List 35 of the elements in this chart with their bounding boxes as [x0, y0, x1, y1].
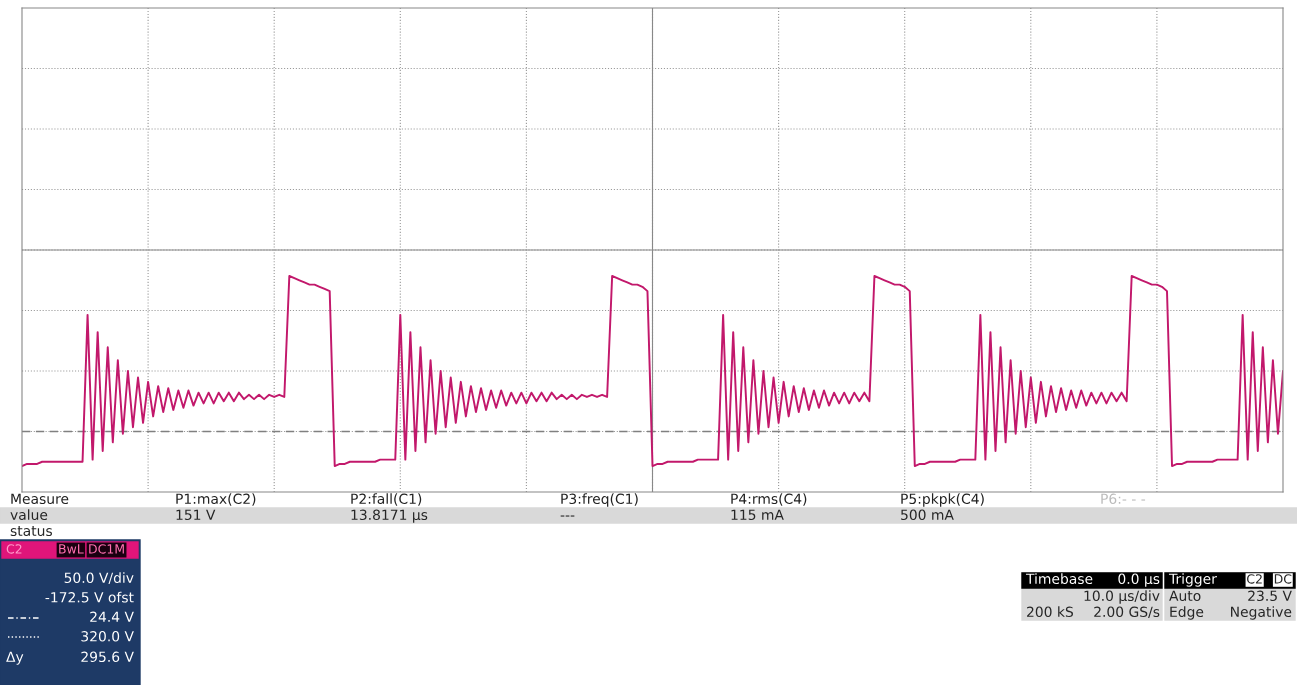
text: C2 [6, 544, 22, 554]
text: 500 mA [901, 509, 954, 521]
text: 151 V [176, 509, 216, 521]
text: -172.5 V ofst [45, 591, 134, 603]
text: Auto [1169, 590, 1201, 602]
text: 0.0 µs [1118, 573, 1160, 587]
text: Measure [11, 493, 69, 505]
text: DC1M [89, 544, 124, 554]
text: C2 [1247, 574, 1262, 584]
text: BwL [59, 544, 84, 554]
text: value [10, 509, 48, 521]
text: 13.8171 µs [351, 509, 428, 523]
text: 50.0 V/div [64, 572, 134, 585]
text: Δy [6, 651, 24, 665]
text: 115 mA [731, 509, 784, 521]
text: P5:pkpk(C4) [901, 493, 984, 507]
text: P3:freq(C1) [561, 493, 638, 507]
text: P2:fall(C1) [351, 493, 422, 506]
text: Timebase [1025, 573, 1093, 585]
text: 295.6 V [81, 651, 134, 663]
text: 10.0 µs/div [1084, 590, 1160, 604]
text: P1:max(C2) [176, 493, 256, 506]
text: 24.4 V [90, 611, 134, 622]
text: 200 kS [1027, 606, 1074, 618]
text: 23.5 V [1248, 590, 1292, 602]
text: 320.0 V [81, 631, 134, 642]
text: Negative [1231, 606, 1292, 620]
text: P6:- - - [1101, 493, 1146, 505]
text: Edge [1170, 606, 1204, 620]
text: Trigger [1168, 573, 1217, 587]
text: 2.00 GS/s [1094, 606, 1160, 619]
text: status [10, 526, 52, 537]
text: --- [560, 515, 575, 517]
text: P4:rms(C4) [731, 493, 807, 506]
text: DC [1274, 574, 1292, 584]
